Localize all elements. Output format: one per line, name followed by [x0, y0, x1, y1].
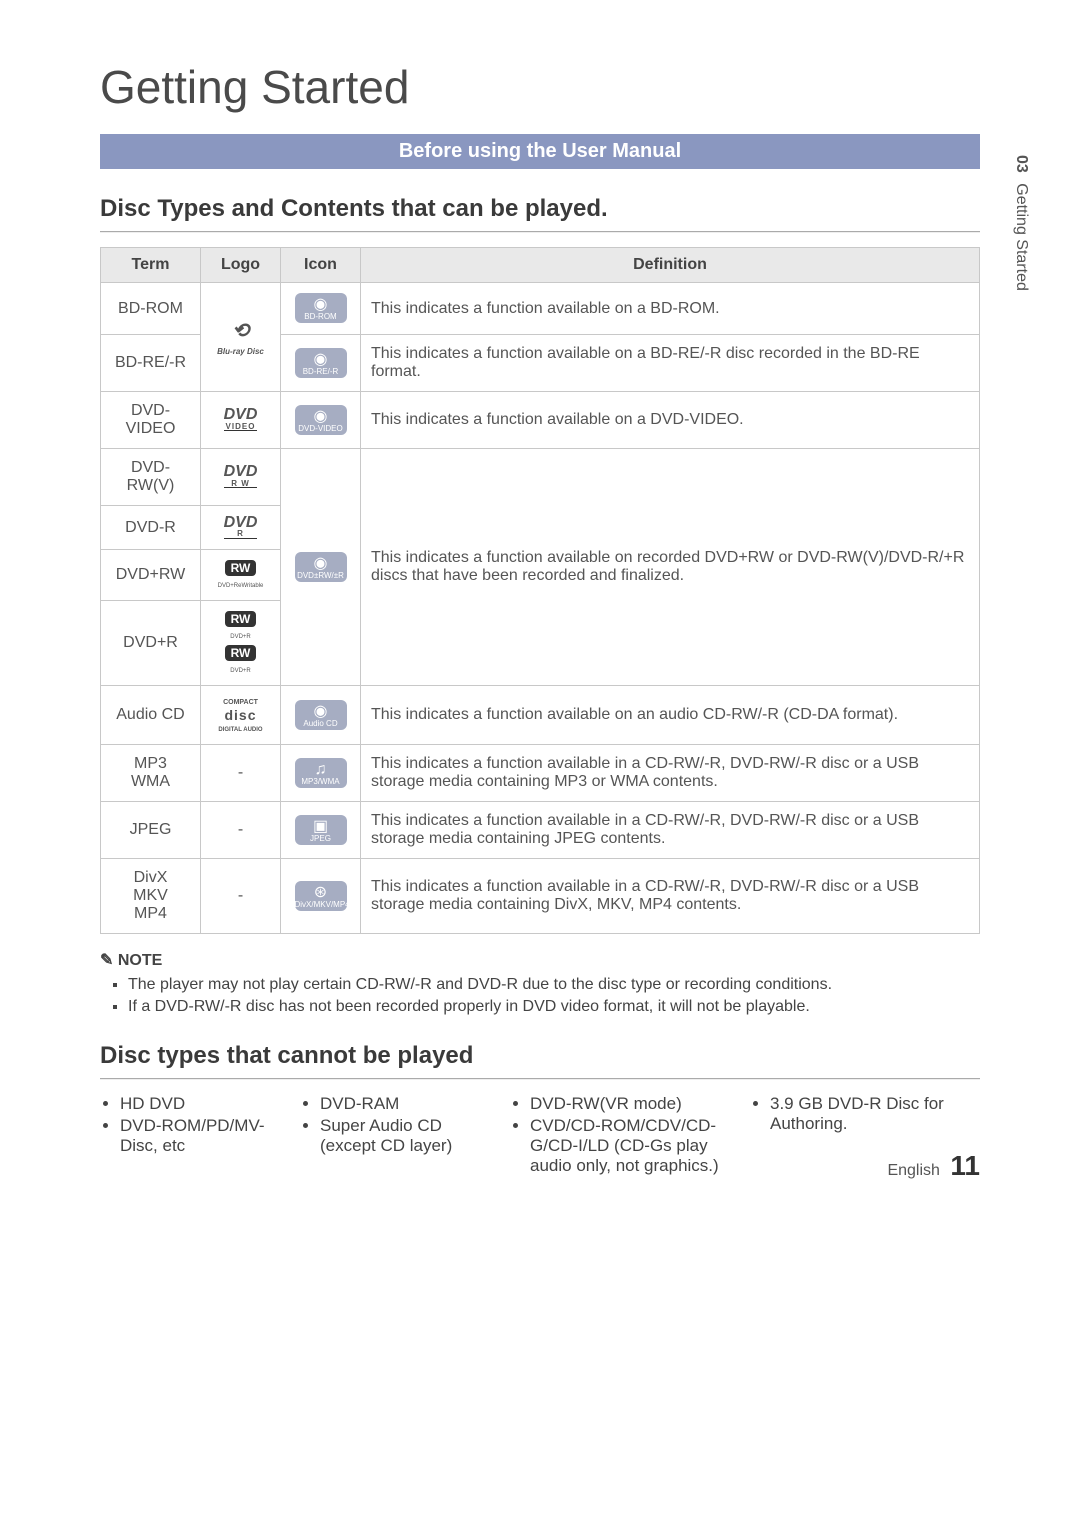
- icon-cell: ♫ MP3/WMA: [281, 745, 361, 802]
- page-footer: English 11: [887, 1150, 980, 1182]
- dvdrw-icon: ◉ DVD±RW/±R: [295, 552, 347, 582]
- chapter-title: Getting Started: [1013, 183, 1030, 291]
- list-item: CVD/CD-ROM/CDV/CD-G/CD-I/LD (CD-Gs play …: [530, 1116, 740, 1176]
- th-icon: Icon: [281, 248, 361, 283]
- jpeg-icon: ▣ JPEG: [295, 815, 347, 845]
- cannot-play-grid: HD DVD DVD-ROM/PD/MV-Disc, etc DVD-RAM S…: [100, 1094, 980, 1178]
- term-cell: DVD-R: [101, 506, 201, 550]
- term-cell: Audio CD: [101, 686, 201, 745]
- list-item: 3.9 GB DVD-R Disc for Authoring.: [770, 1094, 980, 1134]
- list-item: DVD-RW(VR mode): [530, 1094, 740, 1114]
- list-item: DVD-RAM: [320, 1094, 500, 1114]
- logo-dvd-plus-rw: RWDVD+ReWritable: [201, 550, 281, 601]
- note-label: ✎ NOTE: [100, 952, 162, 969]
- definition-cell: This indicates a function available in a…: [361, 802, 980, 859]
- term-cell: BD-RE/-R: [101, 335, 201, 392]
- note-block: ✎ NOTE The player may not play certain C…: [100, 950, 980, 1016]
- page-root: 03 Getting Started Getting Started Befor…: [0, 0, 1080, 1218]
- icon-cell: ▣ JPEG: [281, 802, 361, 859]
- definition-cell: This indicates a function available on r…: [361, 449, 980, 686]
- term-cell: BD-ROM: [101, 283, 201, 335]
- logo-cell: -: [201, 745, 281, 802]
- th-term: Term: [101, 248, 201, 283]
- icon-cell: ◉ Audio CD: [281, 686, 361, 745]
- divider: [100, 231, 980, 233]
- audiocd-icon: ◉ Audio CD: [295, 700, 347, 730]
- logo-cell: -: [201, 802, 281, 859]
- term-cell: DVD-RW(V): [101, 449, 201, 506]
- logo-cell: -: [201, 859, 281, 934]
- divider: [100, 1078, 980, 1080]
- term-cell: JPEG: [101, 802, 201, 859]
- definition-cell: This indicates a function available on a…: [361, 686, 980, 745]
- table-row: MP3 WMA - ♫ MP3/WMA This indicates a fun…: [101, 745, 980, 802]
- definition-cell: This indicates a function available on a…: [361, 335, 980, 392]
- divx-icon: ⊛ DivX/MKV/MP4: [295, 881, 347, 911]
- chapter-side-tab: 03 Getting Started: [1012, 155, 1030, 291]
- icon-cell: ◉ BD-RE/-R: [281, 335, 361, 392]
- subheading-playable: Disc Types and Contents that can be play…: [100, 195, 980, 223]
- chapter-number: 03: [1013, 155, 1030, 173]
- logo-dvd-r: DVDR: [201, 506, 281, 550]
- note-list: The player may not play certain CD-RW/-R…: [128, 976, 980, 1016]
- page-title: Getting Started: [100, 60, 980, 114]
- table-row: BD-ROM ⟲ Blu-ray Disc ◉ BD-ROM This indi…: [101, 283, 980, 335]
- disc-types-table: Term Logo Icon Definition BD-ROM ⟲ Blu-r…: [100, 247, 980, 934]
- footer-page-number: 11: [950, 1150, 980, 1181]
- cannot-col-2: DVD-RAM Super Audio CD (except CD layer): [300, 1094, 500, 1178]
- dvdvideo-icon: ◉ DVD-VIDEO: [295, 405, 347, 435]
- bdrom-icon: ◉ BD-ROM: [295, 293, 347, 323]
- icon-cell: ⊛ DivX/MKV/MP4: [281, 859, 361, 934]
- th-definition: Definition: [361, 248, 980, 283]
- logo-compact-disc: COMPACT disc DIGITAL AUDIO: [201, 686, 281, 745]
- table-header-row: Term Logo Icon Definition: [101, 248, 980, 283]
- logo-dvd-plus-r: RWDVD+R RWDVD+R: [201, 601, 281, 686]
- cannot-col-3: DVD-RW(VR mode) CVD/CD-ROM/CDV/CD-G/CD-I…: [510, 1094, 740, 1178]
- list-item: HD DVD: [120, 1094, 290, 1114]
- term-cell: DVD+R: [101, 601, 201, 686]
- note-item: If a DVD-RW/-R disc has not been recorde…: [128, 998, 980, 1016]
- section-bar: Before using the User Manual: [100, 134, 980, 169]
- footer-language: English: [887, 1162, 939, 1179]
- table-row: Audio CD COMPACT disc DIGITAL AUDIO ◉ Au…: [101, 686, 980, 745]
- table-row: DVD-RW(V) DVDR W ◉ DVD±RW/±R This indica…: [101, 449, 980, 506]
- logo-dvd-video: DVDVIDEO: [201, 392, 281, 449]
- table-row: DVD-VIDEO DVDVIDEO ◉ DVD-VIDEO This indi…: [101, 392, 980, 449]
- term-cell: MP3 WMA: [101, 745, 201, 802]
- cannot-col-1: HD DVD DVD-ROM/PD/MV-Disc, etc: [100, 1094, 290, 1178]
- term-cell: DVD+RW: [101, 550, 201, 601]
- logo-dvd-rw: DVDR W: [201, 449, 281, 506]
- list-item: Super Audio CD (except CD layer): [320, 1116, 500, 1156]
- mp3-icon: ♫ MP3/WMA: [295, 758, 347, 788]
- th-logo: Logo: [201, 248, 281, 283]
- icon-cell: ◉ BD-ROM: [281, 283, 361, 335]
- definition-cell: This indicates a function available in a…: [361, 745, 980, 802]
- definition-cell: This indicates a function available on a…: [361, 283, 980, 335]
- note-item: The player may not play certain CD-RW/-R…: [128, 976, 980, 994]
- term-cell: DivX MKV MP4: [101, 859, 201, 934]
- subheading-cannot: Disc types that cannot be played: [100, 1042, 980, 1070]
- list-item: DVD-ROM/PD/MV-Disc, etc: [120, 1116, 290, 1156]
- bluray-disc-icon: ⟲: [232, 320, 249, 342]
- definition-cell: This indicates a function available in a…: [361, 859, 980, 934]
- icon-cell: ◉ DVD±RW/±R: [281, 449, 361, 686]
- definition-cell: This indicates a function available on a…: [361, 392, 980, 449]
- table-row: DivX MKV MP4 - ⊛ DivX/MKV/MP4 This indic…: [101, 859, 980, 934]
- bdre-icon: ◉ BD-RE/-R: [295, 348, 347, 378]
- logo-bluray: ⟲ Blu-ray Disc: [201, 283, 281, 392]
- term-cell: DVD-VIDEO: [101, 392, 201, 449]
- table-row: JPEG - ▣ JPEG This indicates a function …: [101, 802, 980, 859]
- icon-cell: ◉ DVD-VIDEO: [281, 392, 361, 449]
